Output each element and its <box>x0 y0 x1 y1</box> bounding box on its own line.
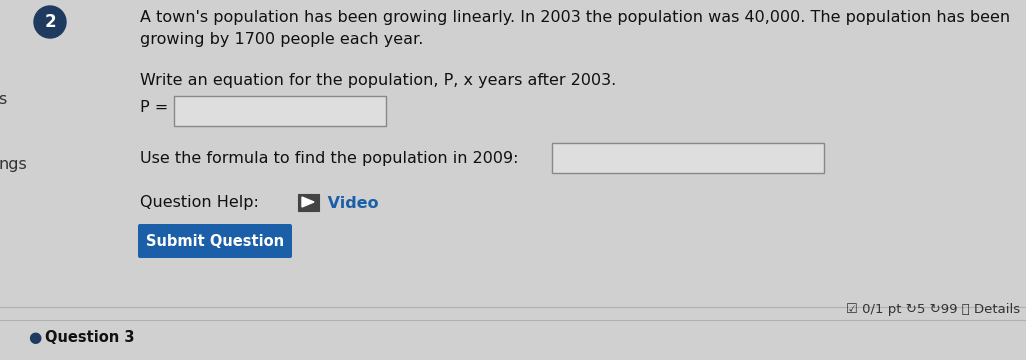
Circle shape <box>34 6 66 38</box>
Text: Question 3: Question 3 <box>45 330 134 346</box>
Text: ngs: ngs <box>0 158 27 172</box>
FancyBboxPatch shape <box>298 194 318 211</box>
Text: Use the formula to find the population in 2009:: Use the formula to find the population i… <box>140 150 518 166</box>
Text: ☑ 0/1 pt ↻5 ↻99 ⓘ Details: ☑ 0/1 pt ↻5 ↻99 ⓘ Details <box>845 303 1020 316</box>
Text: s: s <box>0 93 6 108</box>
Text: ●: ● <box>28 330 41 346</box>
Text: Write an equation for the population, P, x years after 2003.: Write an equation for the population, P,… <box>140 73 617 88</box>
Text: P =: P = <box>140 100 168 116</box>
FancyBboxPatch shape <box>174 96 386 126</box>
Text: Video: Video <box>322 195 379 211</box>
FancyBboxPatch shape <box>139 224 292 258</box>
FancyBboxPatch shape <box>552 143 824 173</box>
Text: Question Help:: Question Help: <box>140 195 259 211</box>
Polygon shape <box>302 197 314 207</box>
Text: 2: 2 <box>44 13 55 31</box>
Text: Submit Question: Submit Question <box>146 234 284 248</box>
Text: A town's population has been growing linearly. In 2003 the population was 40,000: A town's population has been growing lin… <box>140 10 1011 47</box>
